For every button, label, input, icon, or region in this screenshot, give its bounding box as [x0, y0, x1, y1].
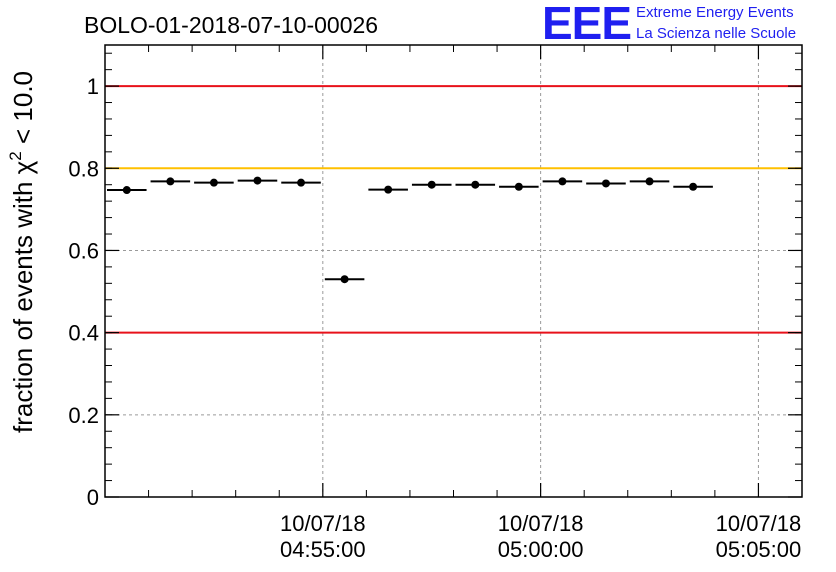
- y-axis-label-threshold: < 10.0: [8, 71, 38, 151]
- data-points: [107, 176, 713, 284]
- eee-logo: EEE Extreme Energy Events La Scienza nel…: [542, 0, 832, 49]
- data-point: [601, 179, 610, 188]
- logo-mark: EEE: [542, 0, 632, 49]
- y-axis-label-chi: χ: [8, 160, 38, 174]
- y-tick-label: 1: [87, 74, 99, 99]
- y-axis-label-text: fraction of events with: [8, 174, 38, 433]
- data-point: [427, 180, 436, 189]
- x-tick-time-label: 05:00:00: [498, 537, 584, 562]
- plot-frame: [104, 44, 803, 498]
- run-title: BOLO-01-2018-07-10-00026: [84, 12, 379, 38]
- data-point: [340, 275, 349, 284]
- data-point: [166, 177, 175, 186]
- y-tick-label: 0.8: [68, 156, 99, 181]
- grid: [105, 45, 802, 497]
- data-point: [209, 178, 218, 187]
- y-tick-label: 0.2: [68, 403, 99, 428]
- data-point: [253, 176, 262, 185]
- y-tick-label: 0.4: [68, 321, 99, 346]
- data-point: [297, 178, 306, 187]
- y-axis-label: fraction of events with χ2 < 10.0: [6, 71, 38, 433]
- x-tick-time-label: 05:05:00: [716, 537, 802, 562]
- logo-line-2: La Scienza nelle Scuole: [636, 25, 797, 42]
- data-point: [558, 177, 567, 186]
- y-tick-label: 0: [87, 485, 99, 510]
- axis-ticks: 00.20.40.60.8110/07/1804:55:0010/07/1805…: [68, 45, 803, 562]
- logo-line-1: Extreme Energy Events: [636, 4, 794, 21]
- y-axis-label-exponent: 2: [6, 151, 25, 160]
- data-point: [645, 177, 654, 186]
- data-point: [471, 180, 480, 189]
- x-tick-date-label: 10/07/18: [498, 511, 584, 536]
- data-point: [384, 185, 393, 194]
- data-point: [122, 186, 131, 195]
- reference-lines: [105, 85, 802, 334]
- x-tick-date-label: 10/07/18: [716, 511, 802, 536]
- y-tick-label: 0.6: [68, 238, 99, 263]
- data-point: [514, 182, 523, 191]
- x-tick-date-label: 10/07/18: [280, 511, 366, 536]
- data-point: [689, 182, 698, 191]
- x-tick-time-label: 04:55:00: [280, 537, 366, 562]
